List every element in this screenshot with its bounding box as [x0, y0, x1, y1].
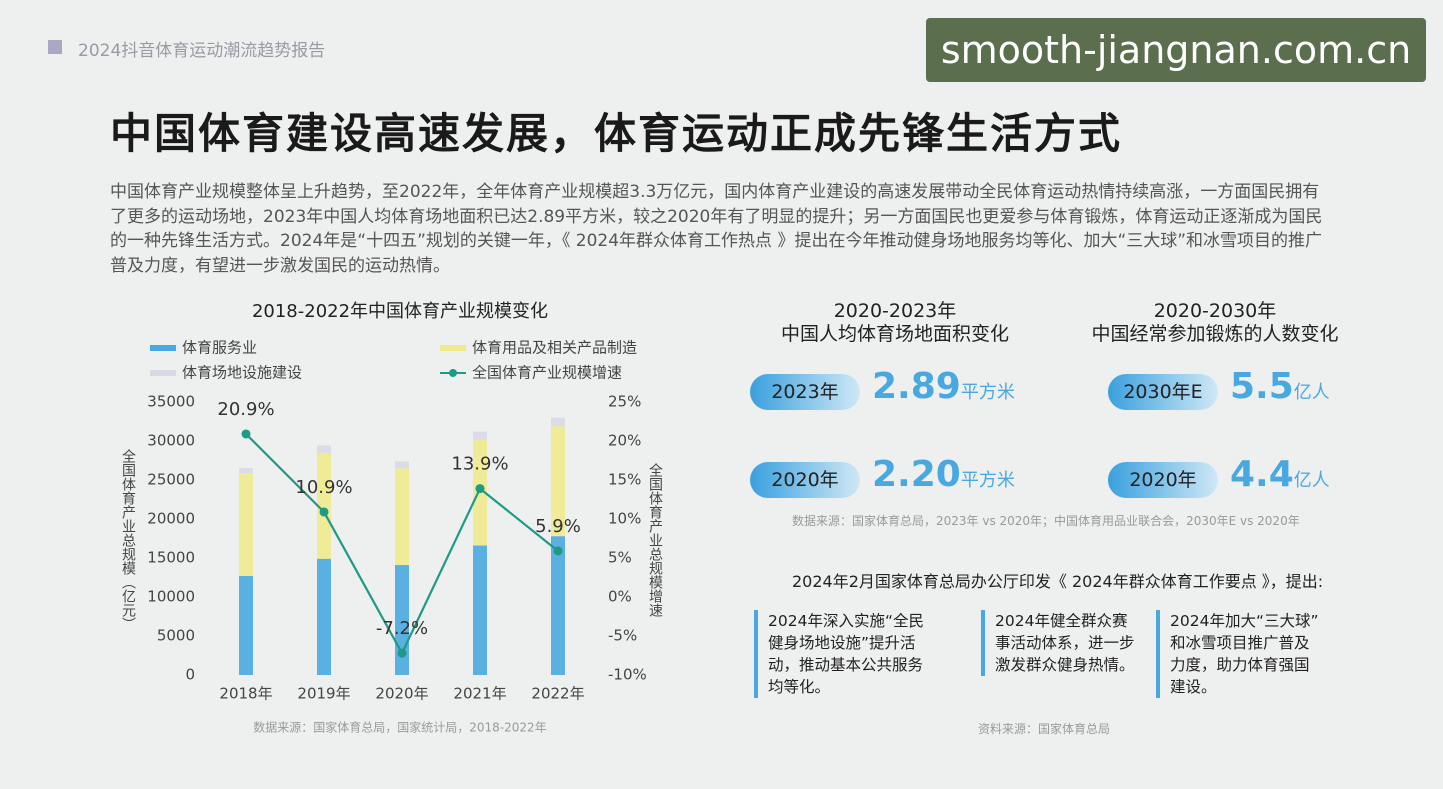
stat-number: 5.5 [1230, 366, 1294, 407]
stat-year: 2020年 [1108, 462, 1218, 498]
chart-title: 2018-2022年中国体育产业规模变化 [252, 301, 548, 322]
policy-source: 资料来源：国家体育总局 [978, 722, 1111, 736]
stat-number: 2.89 [872, 366, 961, 407]
panel-title-line: 中国人均体育场地面积变化 [780, 323, 1009, 345]
y2-tick-label: 15% [608, 471, 641, 489]
stat-value: 4.4亿人 [1230, 454, 1330, 495]
stat-unit: 平方米 [960, 382, 1015, 403]
legend-swatch [150, 370, 176, 376]
bar [239, 575, 253, 675]
stat-row: 2020年 2.20平方米 [750, 454, 1080, 502]
stat-unit: 亿人 [1293, 470, 1330, 491]
panel-title: 2020-2030年 中国经常参加锻炼的人数变化 [1055, 300, 1375, 346]
bar [551, 536, 565, 675]
stat-unit: 平方米 [960, 470, 1015, 491]
x-tick-label: 2021年 [453, 685, 506, 703]
bar [395, 461, 409, 469]
bar [551, 426, 565, 537]
legend-dot [449, 369, 457, 377]
y-tick-label: 10000 [147, 588, 195, 606]
policy-item: 2024年深入实施“全民健身场地设施”提升活动，推动基本公共服务均等化。 [754, 610, 938, 698]
slide-title: 中国体育建设高速发展，体育运动正成先锋生活方式 [110, 109, 1123, 158]
line-point [319, 507, 329, 517]
legend-label: 全国体育产业规模增速 [472, 364, 622, 382]
x-tick-label: 2018年 [219, 685, 272, 703]
legend-label: 体育场地设施建设 [182, 364, 302, 382]
stat-year: 2020年 [750, 462, 860, 498]
y2-tick-label: -10% [608, 666, 647, 684]
line-point [241, 429, 251, 439]
stat-number: 4.4 [1230, 454, 1294, 495]
data-label: 5.9% [535, 516, 581, 537]
y-axis-title: 全国体育产业总规模（亿元） [120, 448, 136, 631]
x-tick-label: 2019年 [297, 685, 350, 703]
y-tick-label: 5000 [157, 627, 195, 645]
stat-value: 2.89平方米 [872, 366, 1015, 407]
policy-heading: 2024年2月国家体育总局办公厅印发《 2024年群众体育工作要点 》，提出: [792, 572, 1324, 591]
y-tick-label: 30000 [147, 432, 195, 450]
bar [317, 445, 331, 453]
policy-item: 2024年健全群众赛事活动体系，进一步激发群众健身热情。 [981, 610, 1135, 676]
data-label: 13.9% [451, 454, 508, 475]
legend-swatch [440, 345, 466, 351]
stat-year: 2023年 [750, 374, 860, 410]
panel-source: 数据来源：国家体育总局，2023年 vs 2020年；中国体育用品业联合会，20… [792, 514, 1300, 528]
bar [239, 467, 253, 473]
legend-label: 体育服务业 [182, 339, 257, 357]
data-label: 20.9% [217, 399, 274, 420]
panel-title-line: 2020-2030年 [1153, 300, 1277, 322]
stat-number: 2.20 [872, 454, 961, 495]
data-label: -7.2% [376, 618, 428, 639]
x-tick-label: 2022年 [531, 685, 584, 703]
y-tick-label: 25000 [147, 471, 195, 489]
line-point [475, 484, 485, 494]
bar [317, 452, 331, 559]
y-tick-label: 35000 [147, 393, 195, 411]
y2-tick-label: 0% [608, 588, 632, 606]
watermark: smooth-jiangnan.com.cn [926, 18, 1426, 82]
legend-swatch [150, 345, 176, 351]
bar [473, 431, 487, 440]
bar [395, 468, 409, 566]
stat-row: 2023年 2.89平方米 [750, 366, 1080, 414]
data-label: 10.9% [295, 477, 352, 498]
chart-source: 数据来源：国家体育总局，国家统计局，2018-2022年 [253, 720, 546, 735]
stat-row: 2030年E 5.5亿人 [1108, 366, 1438, 414]
panel-title-line: 2020-2023年 [833, 300, 957, 322]
bar [473, 545, 487, 675]
legend-label: 体育用品及相关产品制造 [472, 339, 637, 357]
stat-value: 2.20平方米 [872, 454, 1015, 495]
stat-unit: 亿人 [1293, 382, 1330, 403]
y2-tick-label: -5% [608, 627, 637, 645]
y-tick-label: 20000 [147, 510, 195, 528]
y-tick-label: 0 [185, 666, 195, 684]
bar [239, 472, 253, 576]
y-tick-label: 15000 [147, 549, 195, 567]
y2-tick-label: 20% [608, 432, 641, 450]
intro-text: 中国体育产业规模整体呈上升趋势，至2022年，全年体育产业规模超3.3万亿元，国… [110, 182, 1323, 276]
stat-value: 5.5亿人 [1230, 366, 1330, 407]
bar [317, 558, 331, 675]
report-name: 2024抖音体育运动潮流趋势报告 [48, 36, 325, 61]
line-point [553, 546, 563, 556]
stat-row: 2020年 4.4亿人 [1108, 454, 1438, 502]
line-point [397, 648, 407, 658]
x-tick-label: 2020年 [375, 685, 428, 703]
y2-tick-label: 5% [608, 549, 632, 567]
stat-year: 2030年E [1108, 374, 1218, 410]
y2-tick-label: 10% [608, 510, 641, 528]
chart: 2018-2022年中国体育产业规模变化 全国体育产业总规模（亿元） 全国体育产… [120, 301, 663, 735]
bar [551, 417, 565, 427]
panel-title-line: 中国经常参加锻炼的人数变化 [1091, 323, 1339, 345]
policy-item: 2024年加大“三大球”和冰雪项目推广普及力度，助力体育强国建设。 [1156, 610, 1320, 698]
y2-tick-label: 25% [608, 393, 641, 411]
panel-title: 2020-2023年 中国人均体育场地面积变化 [735, 300, 1055, 346]
y2-axis-title: 全国体育产业总规模增速 [647, 462, 663, 618]
